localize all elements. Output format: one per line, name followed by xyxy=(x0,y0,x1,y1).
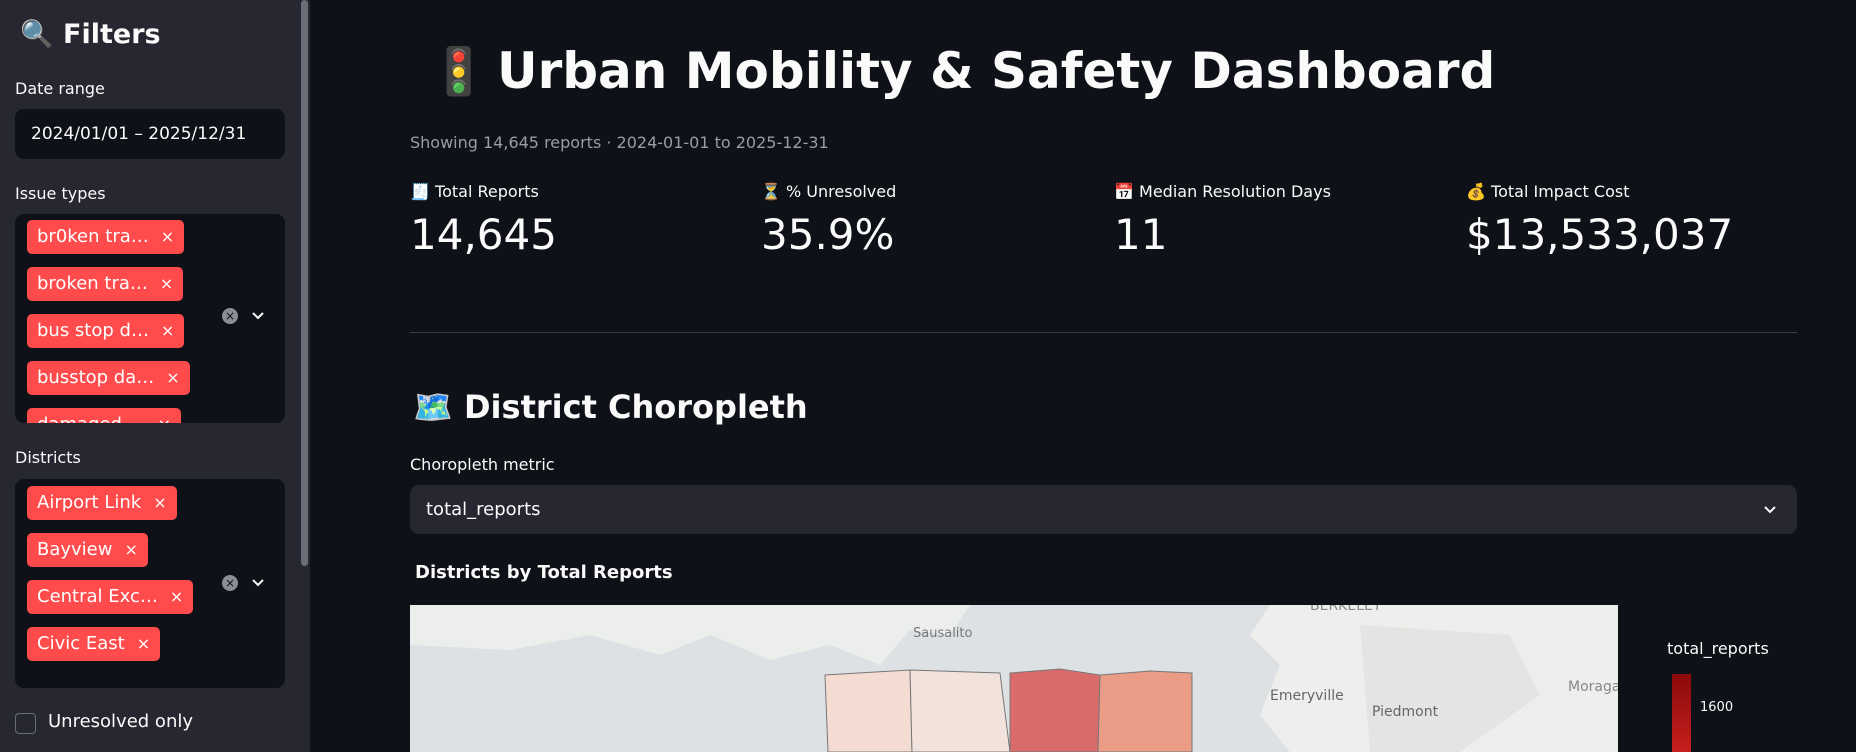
tag-text: busstop da… xyxy=(37,367,155,388)
label-text: % Unresolved xyxy=(786,182,897,201)
checkbox-label: Unresolved only xyxy=(48,711,194,732)
tag[interactable]: Civic East × xyxy=(27,627,161,661)
tag-remove[interactable]: × xyxy=(153,493,167,512)
place-label: BERKELEY xyxy=(1310,605,1382,614)
colorbar xyxy=(1672,674,1691,752)
metric-value: 35.9% xyxy=(761,210,895,259)
city-grid xyxy=(1360,625,1540,752)
tag[interactable]: bus stop d… × xyxy=(27,314,185,348)
multiselect[interactable]: × Airport Link × Bayview × Central Exc… × Civi… xyxy=(15,479,285,688)
metric-label: 🧾 Total Reports xyxy=(410,182,539,201)
tag-text: Airport Link xyxy=(37,492,142,513)
checkbox[interactable] xyxy=(15,713,36,734)
tag-remove[interactable]: × xyxy=(136,634,151,653)
scrollbar xyxy=(301,0,308,566)
district xyxy=(1097,670,1193,752)
section-heading: 🗺️ District Choropleth xyxy=(413,388,808,426)
tag-text: broken tra… xyxy=(37,273,148,294)
tag-remove[interactable]: × xyxy=(158,415,171,423)
multiselect[interactable]: × br0ken tra… × broken tra… × bus stop d… × bu… xyxy=(15,214,285,423)
district xyxy=(824,669,913,752)
metric-value: $13,533,037 xyxy=(1466,210,1734,259)
place-label: Emeryville xyxy=(1270,688,1344,704)
tag-remove[interactable]: × xyxy=(160,227,175,246)
title-icon: 🚦 xyxy=(430,44,488,98)
tag-text: Central Exc… xyxy=(37,586,158,607)
district xyxy=(909,669,1011,752)
sidebar-title: 🔍 Filters xyxy=(20,18,161,50)
icon: 🔍 xyxy=(20,19,54,50)
place-label: Sausalito xyxy=(913,626,973,641)
heading-text: District Choropleth xyxy=(463,388,808,426)
chevron[interactable] xyxy=(251,577,265,589)
metric-label: 📅 Median Resolution Days xyxy=(1114,182,1331,201)
tag-text: br0ken tra… xyxy=(37,226,149,247)
metric-value: 14,645 xyxy=(410,210,557,259)
tag-text: Bayview xyxy=(37,539,113,560)
metric-label: ⏳ % Unresolved xyxy=(761,182,896,201)
tag-text: damaged … xyxy=(37,414,146,423)
tag-remove[interactable]: × xyxy=(166,368,180,387)
tag[interactable]: Bayview × xyxy=(27,533,148,567)
clear-button[interactable]: × xyxy=(222,575,238,591)
tag-text: bus stop d… xyxy=(37,320,149,341)
land xyxy=(410,605,970,665)
place-label: Moraga xyxy=(1568,679,1618,695)
icon: 📅 xyxy=(1114,182,1134,201)
colorbar-tick: 1600 xyxy=(1700,700,1734,715)
icon: 🧾 xyxy=(410,182,430,201)
select[interactable]: total_reports xyxy=(410,485,1797,534)
tag[interactable]: Central Exc… × xyxy=(27,580,194,614)
divider xyxy=(410,332,1797,333)
tag[interactable]: Airport Link × xyxy=(27,486,177,520)
map: BERKELEY Sausalito Emeryville Piedmont M… xyxy=(410,605,1618,752)
tag-text: Civic East xyxy=(37,633,125,654)
label: Choropleth metric xyxy=(410,455,555,474)
page-title: Urban Mobility & Safety Dashboard xyxy=(497,42,1496,100)
label-text: Total Reports xyxy=(435,182,539,201)
icon: ⏳ xyxy=(761,182,781,201)
select-value: total_reports xyxy=(426,499,541,520)
clear-button[interactable]: × xyxy=(222,308,238,324)
title-text: Filters xyxy=(63,19,161,50)
tag[interactable]: broken tra… × xyxy=(27,267,184,301)
tag[interactable]: damaged … × xyxy=(27,408,182,423)
date-input[interactable]: 2024/01/01 – 2025/12/31 xyxy=(15,109,285,159)
tag[interactable]: br0ken tra… × xyxy=(27,220,185,254)
metric-value: 11 xyxy=(1114,210,1168,259)
tag-remove[interactable]: × xyxy=(124,540,138,559)
chart-title: Districts by Total Reports xyxy=(415,562,673,583)
chevron xyxy=(1764,506,1776,514)
tag-remove[interactable]: × xyxy=(169,587,184,606)
district xyxy=(1009,668,1101,752)
colorbar-title: total_reports xyxy=(1667,639,1769,658)
sidebar: 🔍 Filters Date range 2024/01/01 – 2025/1… xyxy=(0,0,310,752)
metric-label: 💰 Total Impact Cost xyxy=(1466,182,1629,201)
label-text: Median Resolution Days xyxy=(1139,182,1331,201)
place-label: Piedmont xyxy=(1372,704,1439,720)
label: Districts xyxy=(15,448,81,467)
tag-remove[interactable]: × xyxy=(160,321,175,340)
chevron[interactable] xyxy=(251,310,265,322)
tag[interactable]: busstop da… × xyxy=(27,361,190,395)
label-text: Total Impact Cost xyxy=(1491,182,1630,201)
icon: 💰 xyxy=(1466,182,1486,201)
label: Issue types xyxy=(15,184,106,203)
label: Date range xyxy=(15,79,105,98)
tag-remove[interactable]: × xyxy=(159,274,174,293)
caption: Showing 14,645 reports · 2024-01-01 to 2… xyxy=(410,133,829,152)
icon: 🗺️ xyxy=(413,388,453,426)
